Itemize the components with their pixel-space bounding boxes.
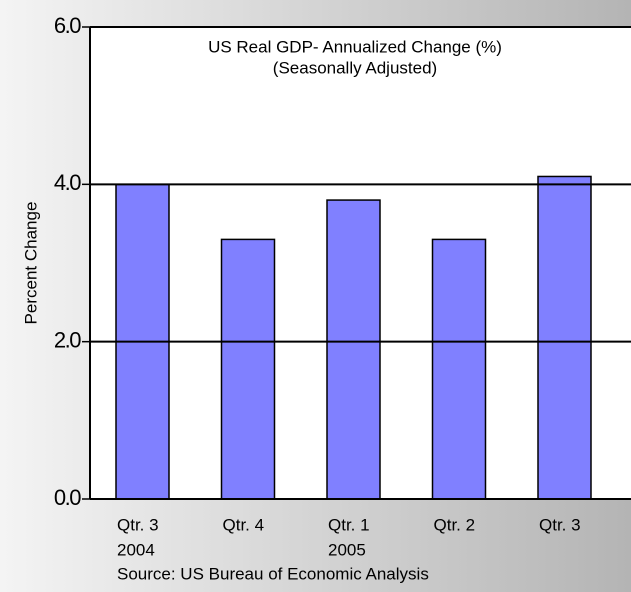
source-note: Source: US Bureau of Economic Analysis <box>117 564 429 583</box>
y-tick-label: 4.0 <box>54 170 81 195</box>
bar <box>326 199 381 500</box>
bar <box>537 175 592 500</box>
x-tick-label: Qtr. 3 <box>539 515 581 534</box>
chart-title: US Real GDP- Annualized Change (%) <box>208 37 502 56</box>
x-tick-label: 2005 <box>328 540 366 559</box>
x-tick-label: Qtr. 4 <box>223 515 265 534</box>
y-tick-label: 2.0 <box>54 327 81 352</box>
x-tick-label: Qtr. 3 <box>117 515 159 534</box>
x-tick-label: Qtr. 2 <box>434 515 476 534</box>
chart-subtitle: (Seasonally Adjusted) <box>273 58 437 77</box>
y-axis-label: Percent Change <box>21 202 40 325</box>
y-tick-label: 6.0 <box>54 13 81 38</box>
bar <box>220 238 276 500</box>
bar <box>431 238 487 500</box>
y-tick-label: 0.0 <box>54 485 81 510</box>
x-tick-label: Qtr. 1 <box>328 515 370 534</box>
x-tick-label: 2004 <box>117 540 155 559</box>
